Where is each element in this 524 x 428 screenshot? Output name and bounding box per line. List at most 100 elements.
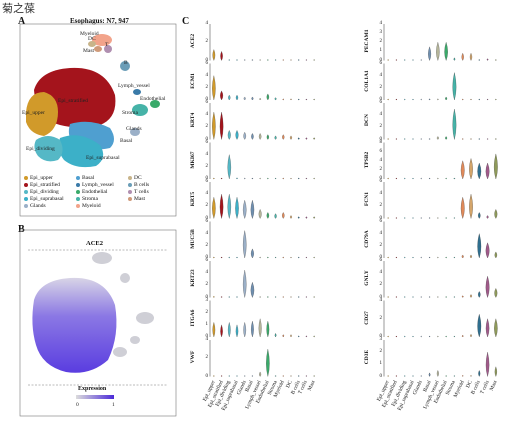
violin-vwf-8: [274, 375, 277, 377]
violin-krt4-8: [274, 135, 277, 140]
violin-vwf-1: [220, 375, 223, 377]
tick-label: 0: [379, 136, 383, 142]
gene-label: GNLY: [364, 270, 370, 286]
tick-label: 2: [379, 349, 383, 355]
legend-swatch: [128, 183, 132, 187]
violin-itga6-11: [297, 335, 300, 338]
violin-pecam1-5: [428, 46, 432, 61]
violin-fcn1-11: [478, 212, 481, 219]
violin-col1a1-11: [478, 98, 481, 101]
violin-ace2-8: [274, 59, 277, 61]
panel-b-title: ACE2: [86, 240, 103, 247]
tick-label: 4: [379, 112, 383, 118]
tick-label: 4: [379, 72, 383, 78]
violin-pecam1-6: [436, 41, 440, 61]
legend-label: Epi_dividing: [30, 189, 59, 195]
violin-col1a1-1: [395, 98, 398, 101]
legend-label: Mast: [134, 196, 145, 202]
tick-label: 0: [379, 373, 383, 379]
umap-b-grey-1: [92, 252, 112, 264]
violin-fcn1-8: [453, 217, 456, 219]
violin-col1a1-4: [420, 98, 423, 101]
cluster-myeloid: [92, 34, 112, 46]
violin-fcn1-9: [460, 196, 465, 219]
tick-label: 6: [205, 218, 209, 224]
tick-label: 6: [379, 100, 383, 105]
violin-cd3e-6: [436, 370, 439, 377]
violin-cd3e-8: [453, 375, 456, 377]
violin-cd3e-5: [428, 372, 431, 377]
tick-label: 0: [379, 294, 383, 300]
violin-ace2-13: [313, 59, 315, 61]
legend-item: Myeloid: [76, 203, 101, 209]
umap-b-grey-2: [120, 273, 130, 283]
panel-a-letter: A: [18, 16, 26, 27]
violin-dcn-8: [452, 109, 457, 140]
legend-item: Stroma: [76, 196, 98, 202]
violin-itga6-10: [290, 334, 292, 338]
tick-label: 0: [379, 215, 383, 221]
violin-vwf-10: [290, 375, 292, 377]
legend-swatch: [76, 183, 80, 187]
legend-swatch: [24, 204, 28, 208]
violin-itga6-4: [243, 321, 247, 338]
violin-vwf-12: [305, 375, 308, 377]
violin-cd79a-4: [420, 256, 423, 259]
tick-label: 4: [205, 72, 209, 78]
legend-swatch: [24, 176, 28, 180]
legend-label: Epi_suprabasal: [30, 196, 64, 202]
gene-label: CD79A: [364, 230, 370, 248]
tick-label: 3: [379, 30, 383, 36]
tick-label: 4: [205, 230, 209, 236]
violin-cd27-10: [470, 334, 472, 338]
violin-mki67-4: [243, 177, 246, 180]
violin-krt4-5: [251, 133, 254, 140]
tick-label: 2: [379, 84, 383, 90]
tick-label: 2: [205, 355, 209, 361]
violin-tpsb2-5: [428, 177, 431, 180]
violin-gnly-1: [395, 296, 398, 298]
violin-krt4-1: [219, 112, 224, 140]
violin-gnly-12: [485, 275, 490, 298]
violin-mki67-5: [251, 177, 254, 180]
violin-krt4-4: [243, 131, 247, 140]
violin-mki67-10: [290, 177, 292, 180]
violin-vwf-5: [251, 375, 254, 377]
violin-krt5-8: [274, 213, 277, 219]
violin-ace2-5: [251, 59, 254, 61]
panel-c-letter: C: [182, 16, 190, 27]
violin-krt23-0: [213, 296, 215, 298]
violin-itga6-6: [258, 318, 262, 338]
cluster-t: [104, 45, 112, 53]
violin-pecam1-13: [495, 59, 497, 61]
violin-dcn-5: [428, 138, 431, 140]
gene-label: KRT4: [190, 113, 196, 128]
violin-cd27-1: [395, 335, 398, 338]
violin-cd27-12: [485, 318, 490, 338]
violin-muc5b-0: [213, 256, 215, 259]
legend-item: Basal: [76, 175, 94, 181]
cl-label-t: T: [105, 42, 109, 48]
tick-label: 0: [379, 176, 383, 181]
violin-tpsb2-12: [485, 162, 490, 180]
cluster-glands: [130, 128, 140, 136]
legend-item: Epi_stratified: [24, 182, 60, 188]
violin-dcn-12: [486, 138, 489, 140]
violin-muc5b-8: [274, 256, 277, 259]
cl-label-endo: Endothelial: [140, 96, 166, 102]
corner-text: 菊之葆: [2, 2, 35, 15]
violin-gnly-5: [428, 296, 431, 298]
cl-label-stroma: Stroma: [122, 110, 138, 116]
gene-label: ACE2: [190, 34, 196, 49]
violin-fcn1-6: [437, 217, 439, 219]
violin-krt23-2: [228, 296, 231, 298]
violin-cd3e-11: [478, 370, 481, 377]
violin-krt23-9: [282, 296, 285, 298]
violin-gnly-7: [445, 296, 447, 298]
tick-label: 1: [379, 48, 383, 54]
violin-krt23-1: [220, 296, 223, 298]
violin-cd27-2: [403, 335, 406, 338]
umap-b-grey-5: [113, 347, 127, 357]
cluster-epi-dividing: [34, 136, 63, 162]
